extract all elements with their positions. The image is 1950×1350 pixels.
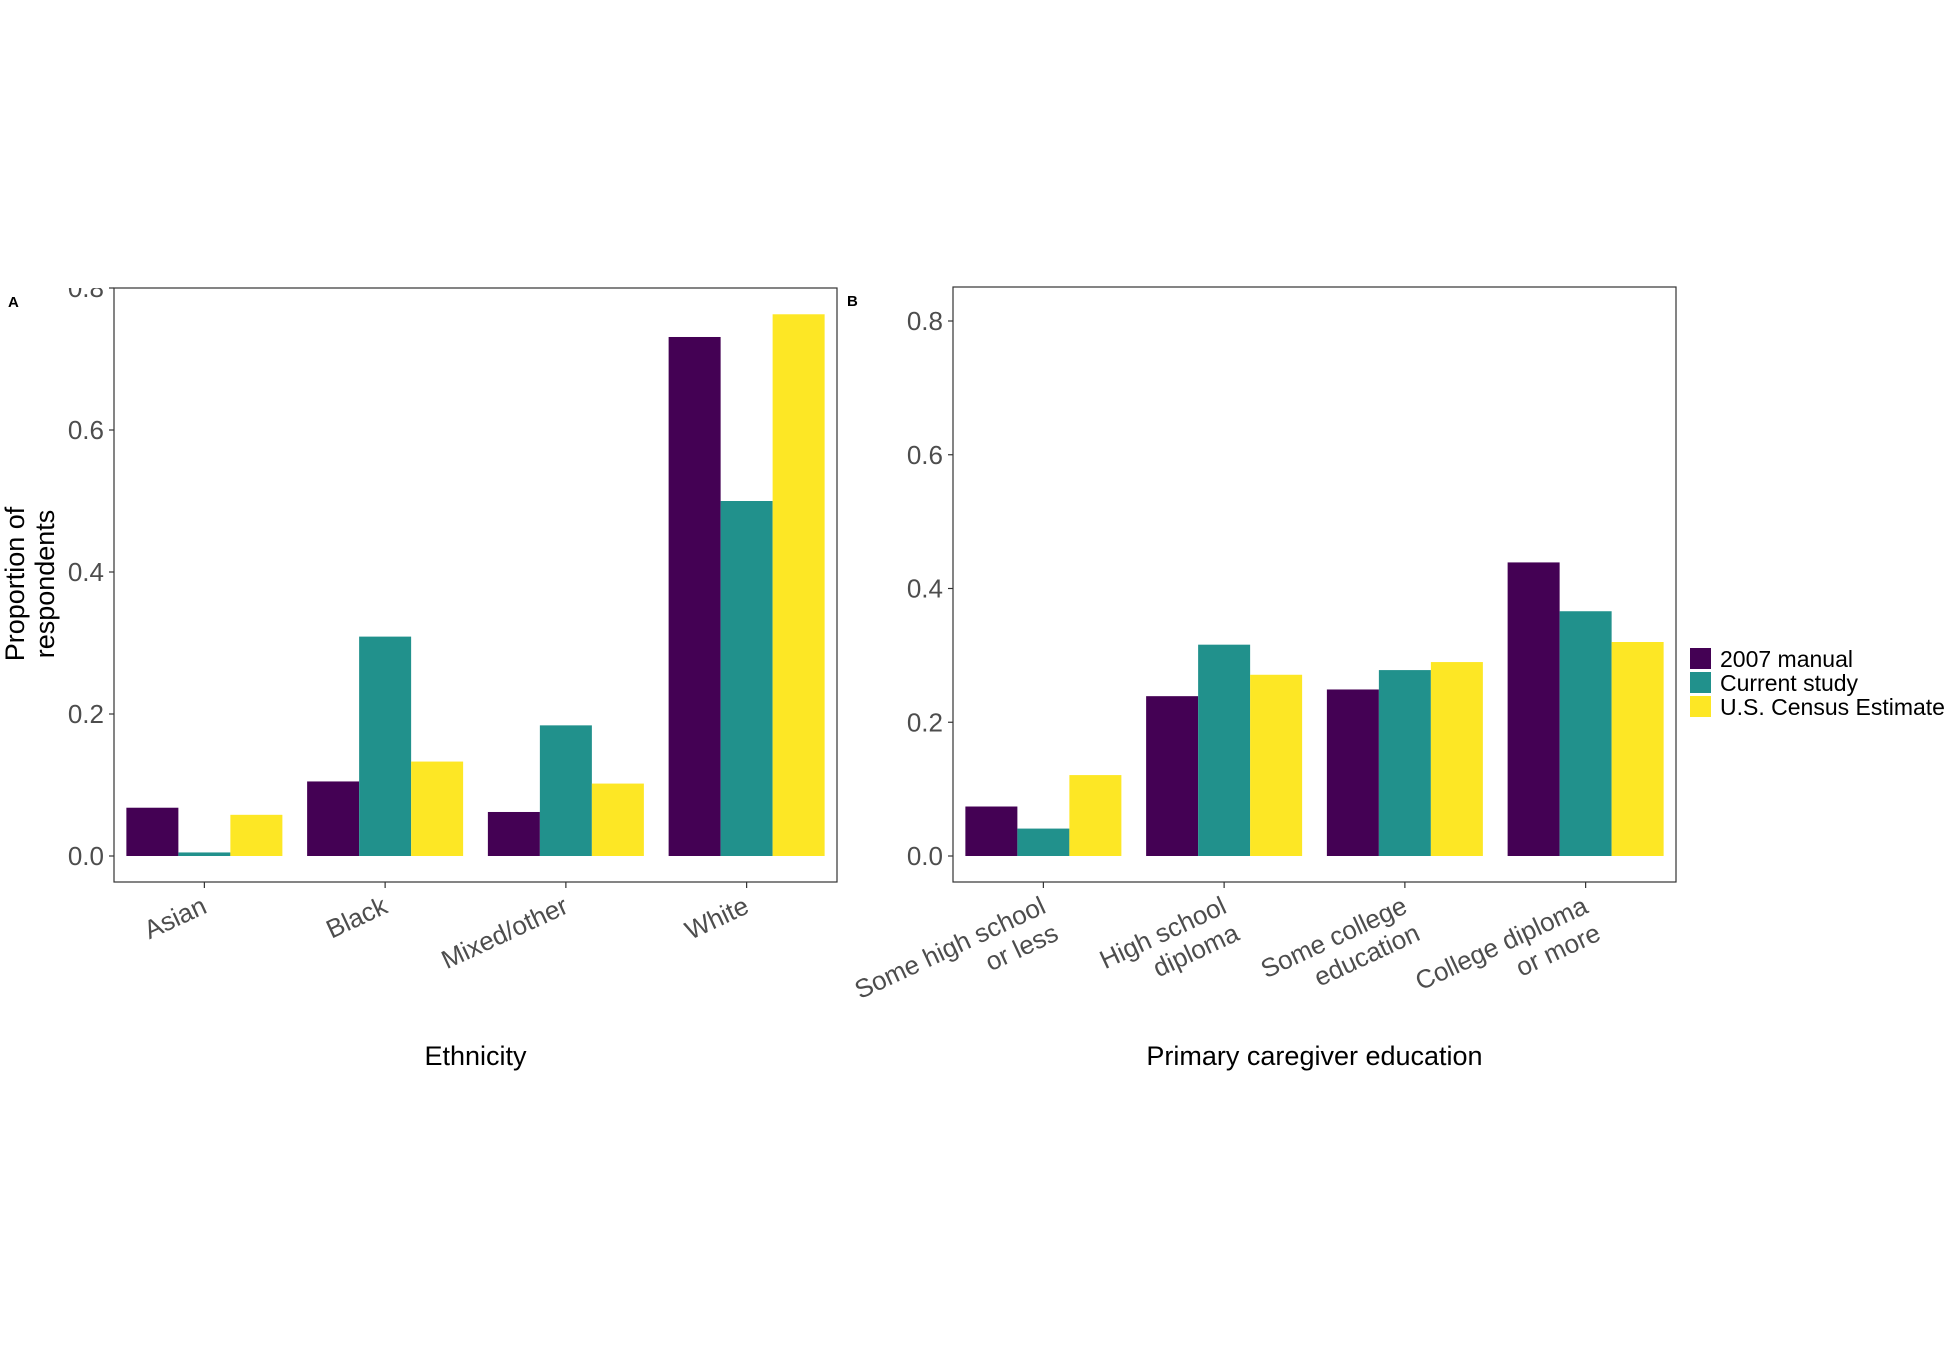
bar-current-study-3	[720, 501, 773, 856]
panel-label: B	[847, 293, 858, 310]
bar-2007-manual-0	[126, 807, 179, 856]
y-axis-title-line: Proportion of	[0, 506, 30, 661]
panel-label: A	[8, 294, 19, 311]
x-tick-label-line: White	[680, 890, 753, 945]
x-axis-title: Primary caregiver education	[1146, 1041, 1482, 1071]
bar-u-s-census-estimate-2	[1430, 662, 1483, 856]
bar-u-s-census-estimate-2	[591, 783, 644, 856]
y-tick-label: 0.4	[907, 574, 943, 604]
legend-key-u-s-census-estimate	[1690, 696, 1711, 717]
bar-u-s-census-estimate-3	[1611, 642, 1664, 856]
x-tick-label-line: Black	[321, 890, 392, 944]
x-tick-label: Asian	[139, 890, 211, 945]
x-axis-title: Ethnicity	[424, 1041, 527, 1071]
y-tick-label: 0.0	[907, 841, 943, 871]
y-axis-title: Proportion of respondents	[0, 506, 60, 661]
y-tick-label: 0.4	[68, 557, 104, 587]
plot-border	[113, 287, 838, 883]
bar-2007-manual-0	[965, 806, 1018, 856]
bar-2007-manual-1	[307, 781, 360, 856]
legend-key-2007-manual	[1690, 648, 1711, 669]
x-tick-label: White	[680, 890, 753, 945]
plot-border	[952, 286, 1677, 883]
bar-u-s-census-estimate-3	[772, 314, 825, 856]
legend-label: 2007 manual	[1720, 646, 1853, 672]
y-tick-label: 0.8	[907, 306, 943, 336]
legend-label: U.S. Census Estimate	[1720, 694, 1945, 720]
bar-u-s-census-estimate-1	[411, 761, 464, 856]
bar-u-s-census-estimate-1	[1250, 674, 1303, 856]
y-tick-label: 0.2	[68, 699, 104, 729]
y-tick-label: 0.6	[68, 415, 104, 445]
legend-key-current-study	[1690, 672, 1711, 693]
panel-a: A 0.0 0.2 0.4 0.6 0.8 Asian Black Mixed/other Whi…	[0, 273, 838, 1071]
bar-2007-manual-3	[1507, 562, 1560, 856]
bar-current-study-3	[1559, 611, 1612, 856]
bar-current-study-1	[359, 636, 412, 856]
bar-u-s-census-estimate-0	[1069, 775, 1122, 856]
y-tick-label: 0.6	[907, 440, 943, 470]
bars	[965, 562, 1664, 856]
y-tick-label: 0.2	[907, 707, 943, 737]
x-tick-label-line: Mixed/other	[437, 890, 573, 975]
bar-current-study-2	[1378, 670, 1431, 856]
legend-label: Current study	[1720, 670, 1859, 696]
x-tick-label: Black	[321, 890, 392, 944]
y-tick-label: 0.0	[68, 841, 104, 871]
bars	[126, 314, 825, 856]
bar-current-study-1	[1198, 644, 1251, 856]
bar-2007-manual-2	[487, 811, 540, 856]
bar-2007-manual-3	[668, 336, 721, 856]
bar-current-study-0	[178, 852, 231, 856]
bar-2007-manual-1	[1146, 696, 1199, 856]
bar-2007-manual-2	[1326, 689, 1379, 856]
bar-current-study-0	[1017, 828, 1070, 856]
y-axis-title-line: respondents	[30, 510, 60, 659]
x-tick-label: Mixed/other	[437, 890, 573, 975]
x-tick-label-line: Asian	[139, 890, 211, 945]
bar-current-study-2	[539, 725, 592, 856]
y-tick-label: 0.8	[68, 273, 104, 303]
bar-u-s-census-estimate-0	[230, 814, 283, 856]
